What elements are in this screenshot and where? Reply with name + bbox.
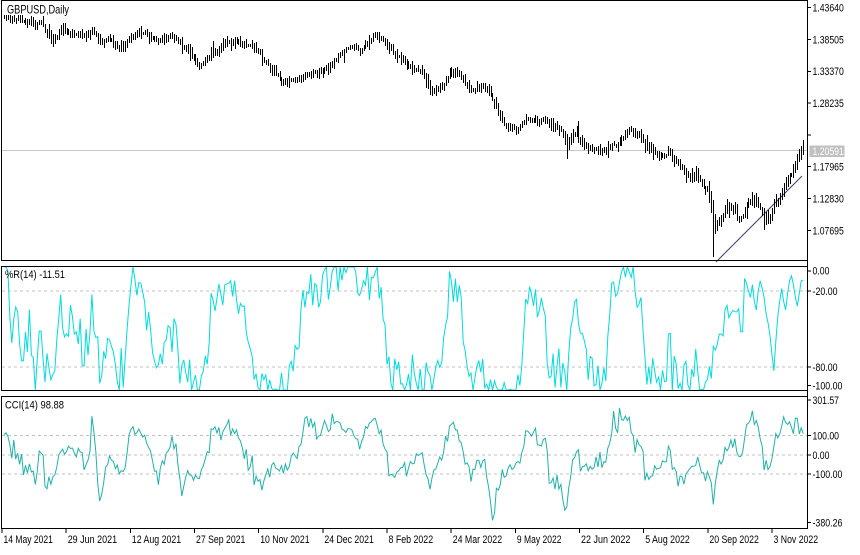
svg-text:-20.00: -20.00: [813, 286, 838, 298]
svg-text:3 Nov 2022: 3 Nov 2022: [774, 534, 819, 546]
svg-text:1.12830: 1.12830: [813, 193, 844, 205]
svg-text:1.33370: 1.33370: [813, 66, 844, 78]
svg-text:20 Sep 2022: 20 Sep 2022: [709, 534, 758, 546]
svg-text:-380.26: -380.26: [813, 518, 843, 530]
svg-text:-100.00: -100.00: [813, 381, 843, 393]
svg-text:5 Aug 2022: 5 Aug 2022: [645, 534, 690, 546]
svg-text:10 Nov 2021: 10 Nov 2021: [260, 534, 309, 546]
svg-text:1.07695: 1.07695: [813, 225, 844, 237]
svg-text:0.00: 0.00: [813, 266, 830, 278]
svg-text:24 Dec 2021: 24 Dec 2021: [324, 534, 373, 546]
svg-text:1.38505: 1.38505: [813, 34, 844, 46]
svg-text:1.43640: 1.43640: [813, 3, 844, 15]
svg-text:-100.00: -100.00: [813, 469, 843, 481]
svg-text:9 May 2022: 9 May 2022: [517, 534, 562, 546]
svg-text:24 Mar 2022: 24 Mar 2022: [453, 534, 502, 546]
svg-text:8 Feb 2022: 8 Feb 2022: [389, 534, 434, 546]
svg-text:-80.00: -80.00: [813, 362, 838, 374]
svg-text:100.00: 100.00: [813, 431, 840, 443]
svg-text:301.57: 301.57: [813, 395, 840, 407]
svg-text:22 Jun 2022: 22 Jun 2022: [581, 534, 630, 546]
svg-text:1.28235: 1.28235: [813, 98, 844, 110]
svg-text:CCI(14) 98.88: CCI(14) 98.88: [5, 400, 64, 412]
svg-text:27 Sep 2021: 27 Sep 2021: [196, 534, 245, 546]
svg-text:1.17965: 1.17965: [813, 162, 844, 174]
svg-text:14 May 2021: 14 May 2021: [4, 534, 53, 546]
svg-text:29 Jun 2021: 29 Jun 2021: [68, 534, 117, 546]
svg-text:12 Aug 2021: 12 Aug 2021: [132, 534, 181, 546]
svg-text:0.00: 0.00: [813, 450, 830, 462]
svg-text:1.20591: 1.20591: [813, 146, 844, 158]
svg-text:GBPUSD,Daily: GBPUSD,Daily: [7, 3, 69, 17]
svg-text:%R(14) -11.51: %R(14) -11.51: [5, 269, 65, 281]
